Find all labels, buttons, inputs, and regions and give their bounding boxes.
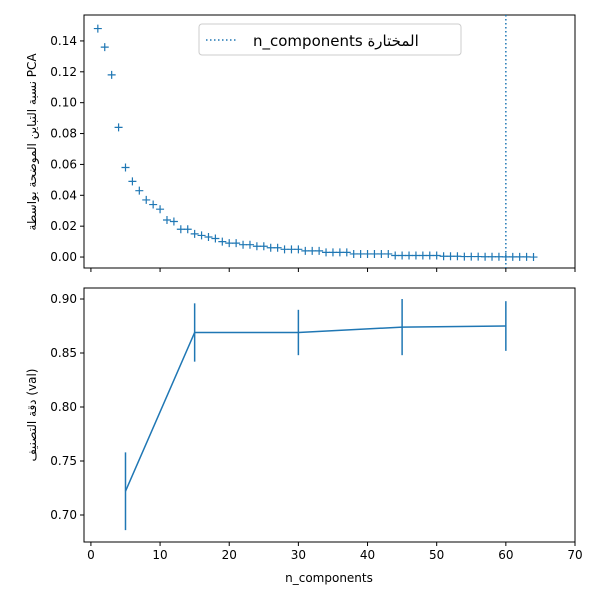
- data-point-plus: [522, 252, 531, 261]
- data-point-plus: [287, 245, 296, 254]
- data-point-plus: [93, 24, 102, 33]
- bottom-xtick-label: 30: [291, 548, 306, 562]
- bottom-xtick-label: 70: [567, 548, 582, 562]
- data-point-plus: [149, 200, 158, 209]
- data-point-plus: [411, 251, 420, 260]
- data-point-plus: [370, 249, 379, 258]
- bottom-xtick-label: 0: [87, 548, 95, 562]
- data-point-plus: [135, 186, 144, 195]
- top-ytick-label: 0.02: [50, 219, 77, 233]
- legend-label: n_components المختارة: [253, 32, 419, 51]
- bottom-frame: [83, 287, 576, 543]
- data-point-plus: [121, 163, 130, 172]
- data-point-plus: [529, 253, 538, 262]
- data-point-plus: [142, 195, 151, 204]
- data-point-plus: [515, 252, 524, 261]
- bottom-ytick-label: 0.80: [50, 400, 77, 414]
- data-point-plus: [494, 252, 503, 261]
- top-ytick-label: 0.00: [50, 250, 77, 264]
- bottom-xtick-label: 10: [152, 548, 167, 562]
- bottom-xtick-label: 20: [222, 548, 237, 562]
- data-point-plus: [508, 252, 517, 261]
- bottom-xtick-label: 60: [498, 548, 513, 562]
- data-point-plus: [294, 245, 303, 254]
- data-point-plus: [259, 242, 268, 251]
- data-point-plus: [280, 245, 289, 254]
- data-point-plus: [342, 248, 351, 257]
- accuracy-line: [124, 325, 506, 492]
- data-point-plus: [446, 252, 455, 261]
- data-point-plus: [252, 242, 261, 251]
- data-point-plus: [328, 248, 337, 257]
- bottom-xlabel: n_components: [285, 571, 373, 585]
- data-point-plus: [301, 246, 310, 255]
- data-point-plus: [176, 225, 185, 234]
- top-ytick-label: 0.10: [50, 96, 77, 110]
- top-ytick-label: 0.12: [50, 65, 77, 79]
- data-point-plus: [197, 231, 206, 240]
- data-point-plus: [467, 252, 476, 261]
- top-frame: [83, 14, 576, 269]
- data-point-plus: [398, 251, 407, 260]
- top-axes-explained-variance: 0.00 0.02 0.04 0.06 0.08 0.10 0.12 0.14: [50, 14, 576, 272]
- data-point-plus: [460, 252, 469, 261]
- bottom-ytick-label: 0.85: [50, 346, 77, 360]
- data-point-plus: [239, 240, 248, 249]
- data-point-plus: [107, 70, 116, 79]
- data-point-plus: [377, 249, 386, 258]
- data-point-plus: [356, 249, 365, 258]
- bottom-axes-accuracy: 0 10 20 30 40 50 60 70 0.70 0.75 0.80 0.85 0.90: [50, 287, 583, 562]
- top-ytick-label: 0.14: [50, 34, 77, 48]
- data-point-plus: [488, 252, 497, 261]
- bottom-ylabel: دقة التصنيف (val): [25, 369, 39, 462]
- data-point-plus: [453, 252, 462, 261]
- bottom-ytick-label: 0.75: [50, 454, 77, 468]
- data-point-plus: [322, 248, 331, 257]
- top-ytick-label: 0.04: [50, 188, 77, 202]
- data-point-plus: [349, 249, 358, 258]
- data-point-plus: [183, 225, 192, 234]
- data-point-plus: [128, 177, 137, 186]
- top-ylabel: نسبة التباين الموضحة بواسطة PCA: [25, 53, 40, 231]
- data-point-plus: [384, 249, 393, 258]
- data-point-plus: [218, 237, 227, 246]
- data-point-plus: [391, 251, 400, 260]
- bottom-ytick-label: 0.90: [50, 292, 77, 306]
- data-point-plus: [425, 251, 434, 260]
- data-point-plus: [308, 246, 317, 255]
- data-point-plus: [315, 246, 324, 255]
- data-point-plus: [225, 239, 234, 248]
- data-point-plus: [363, 249, 372, 258]
- data-point-plus: [211, 234, 220, 243]
- bottom-xtick-label: 40: [360, 548, 375, 562]
- data-point-plus: [114, 123, 123, 132]
- data-point-plus: [156, 205, 165, 214]
- data-point-plus: [273, 243, 282, 252]
- data-point-plus: [432, 251, 441, 260]
- data-point-plus: [162, 215, 171, 224]
- data-point-plus: [169, 217, 178, 226]
- data-point-plus: [481, 252, 490, 261]
- legend-frame: [198, 23, 462, 56]
- data-point-plus: [266, 243, 275, 252]
- bottom-ytick-label: 0.70: [50, 508, 77, 522]
- data-point-plus: [418, 251, 427, 260]
- data-point-plus: [245, 240, 254, 249]
- data-point-plus: [100, 43, 109, 52]
- data-point-plus: [190, 229, 199, 238]
- data-point-plus: [232, 239, 241, 248]
- data-point-plus: [335, 248, 344, 257]
- bottom-xtick-label: 50: [429, 548, 444, 562]
- top-ytick-label: 0.08: [50, 127, 77, 141]
- data-point-plus: [439, 252, 448, 261]
- top-ytick-label: 0.06: [50, 157, 77, 171]
- legend: n_components المختارة: [198, 23, 462, 56]
- data-point-plus: [474, 252, 483, 261]
- data-point-plus: [204, 232, 213, 241]
- data-point-plus: [405, 251, 414, 260]
